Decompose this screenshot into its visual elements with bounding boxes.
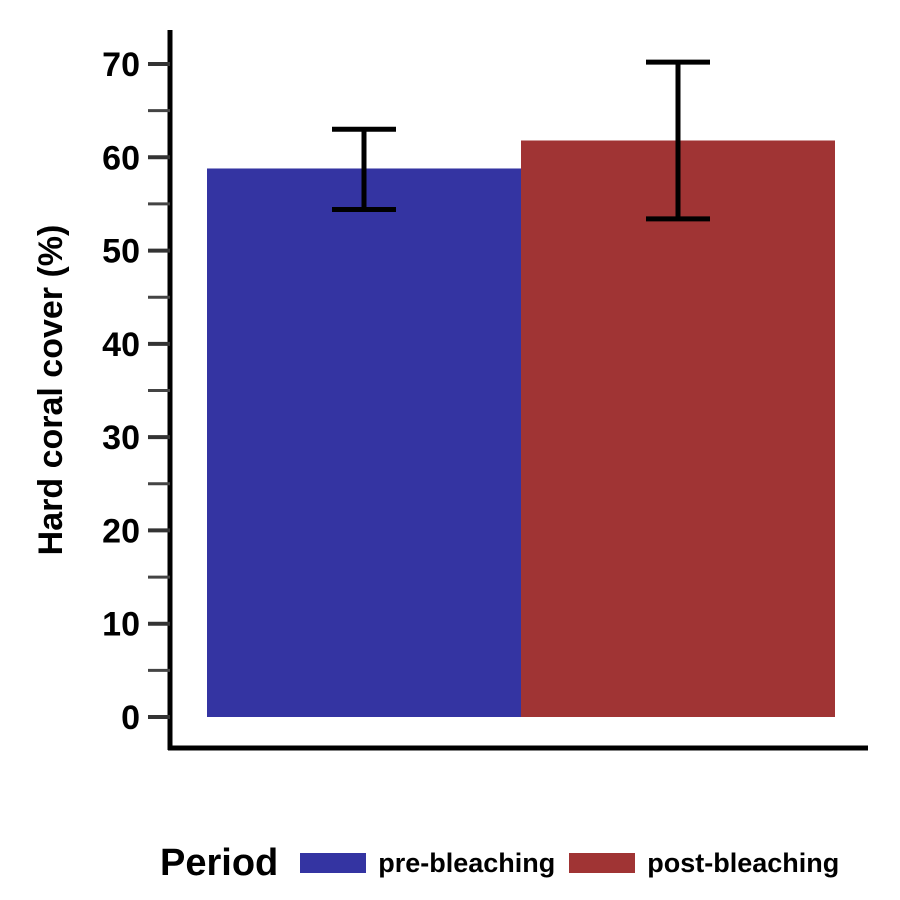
y-tick-label-60: 60 — [102, 139, 140, 177]
legend-item-post-bleaching: post-bleaching — [569, 848, 839, 879]
y-axis-ticks: 0 10 20 30 40 50 60 70 — [102, 46, 170, 737]
y-axis-title: Hard coral cover (%) — [32, 225, 70, 556]
y-tick-label-70: 70 — [102, 46, 140, 84]
legend-item-pre-bleaching: pre-bleaching — [300, 848, 555, 879]
legend-label-pre-bleaching: pre-bleaching — [378, 847, 556, 878]
bar-post-bleaching — [521, 140, 835, 718]
bar-pre-bleaching — [207, 168, 521, 718]
legend-title: Period — [160, 841, 279, 884]
legend-label-post-bleaching: post-bleaching — [647, 847, 840, 878]
plot-area — [207, 59, 835, 718]
y-tick-label-20: 20 — [102, 512, 140, 550]
legend: Period pre-bleaching post-bleaching — [160, 838, 853, 888]
y-tick-label-0: 0 — [121, 699, 140, 737]
y-tick-label-30: 30 — [102, 419, 140, 457]
y-tick-label-10: 10 — [102, 606, 140, 644]
y-tick-label-50: 50 — [102, 233, 140, 271]
legend-swatch-post-bleaching — [569, 853, 636, 873]
y-tick-label-40: 40 — [102, 326, 140, 364]
legend-swatch-pre-bleaching — [300, 853, 367, 873]
